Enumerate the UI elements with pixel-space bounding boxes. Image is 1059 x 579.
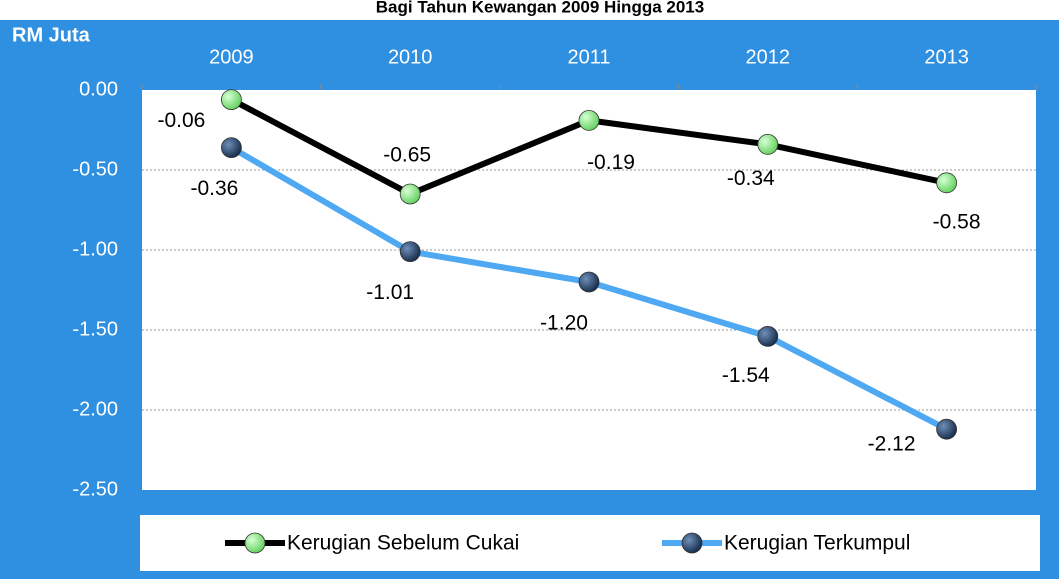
point-marker (578, 110, 600, 131)
point-marker (936, 418, 957, 440)
y-tick-label: -0.50 (72, 158, 118, 180)
data-label: -1.20 (540, 312, 588, 335)
point-marker (399, 241, 421, 263)
data-label: -1.54 (722, 364, 770, 387)
x-tick-label: 2009 (209, 46, 254, 68)
y-tick-label: -1.50 (72, 318, 118, 340)
legend-marker (244, 532, 266, 554)
point-marker (936, 172, 957, 194)
data-label: -0.34 (727, 167, 775, 190)
point-marker (220, 137, 242, 159)
data-label: -0.58 (933, 210, 981, 233)
y-axis-label: RM Juta (12, 24, 91, 46)
y-tick-label: 0.00 (79, 78, 118, 100)
legend-label: Kerugian Terkumpul (724, 532, 910, 555)
legend-label: Kerugian Sebelum Cukai (287, 532, 519, 555)
data-label: -0.06 (157, 109, 205, 132)
point-marker (757, 325, 779, 347)
y-tick-label: -1.00 (72, 238, 118, 260)
data-label: -0.19 (587, 151, 635, 174)
legend-marker (681, 532, 703, 554)
x-tick-label: 2011 (567, 46, 610, 68)
data-label: -0.65 (383, 144, 431, 167)
data-label: -2.12 (868, 433, 916, 456)
chart-title: Bagi Tahun Kewangan 2009 Hingga 2013 (376, 0, 704, 16)
point-marker (220, 89, 242, 110)
x-tick-label: 2012 (746, 46, 791, 68)
legend (140, 515, 1040, 571)
y-tick-label: -2.50 (72, 478, 118, 500)
data-label: -1.01 (366, 281, 414, 304)
data-label: -0.36 (190, 177, 238, 200)
x-tick-label: 2013 (924, 46, 969, 68)
y-tick-label: -2.00 (72, 398, 118, 420)
point-marker (578, 271, 600, 293)
point-marker (757, 133, 779, 155)
point-marker (399, 183, 421, 205)
x-tick-label: 2010 (388, 46, 433, 68)
